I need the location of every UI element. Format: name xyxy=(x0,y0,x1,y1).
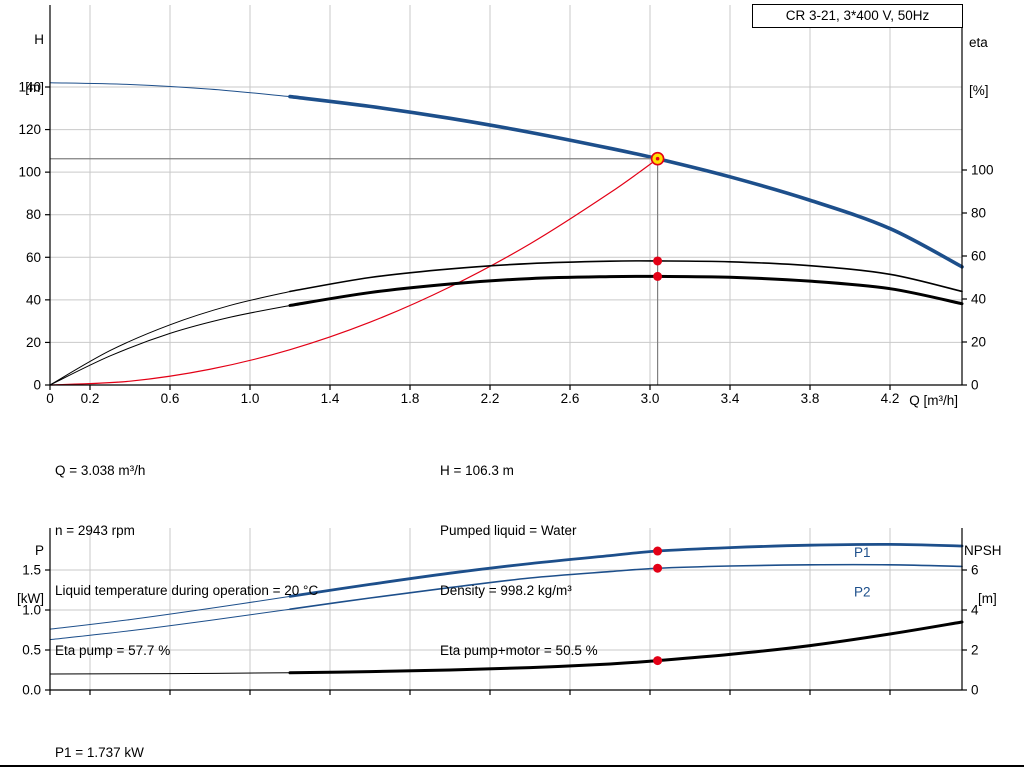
detail-eta-pump-motor: Eta pump+motor = 50.5 % xyxy=(440,643,598,658)
svg-text:1.0: 1.0 xyxy=(22,603,41,618)
svg-text:1.0: 1.0 xyxy=(241,391,260,406)
svg-text:1.5: 1.5 xyxy=(22,563,41,578)
top-left-axis-title: H [m] xyxy=(0,0,44,128)
top-right-axis-title: eta [%] xyxy=(969,3,989,131)
h-axis-label: H xyxy=(34,32,44,47)
bottom-left-axis-title: P [kW] xyxy=(0,511,44,639)
svg-text:20: 20 xyxy=(971,335,986,350)
pump-title-box: CR 3-21, 3*400 V, 50Hz xyxy=(752,4,963,28)
svg-text:0.5: 0.5 xyxy=(22,643,41,658)
svg-text:80: 80 xyxy=(971,206,986,221)
svg-text:40: 40 xyxy=(26,292,41,307)
svg-text:60: 60 xyxy=(26,250,41,265)
duty-details-right: H = 106.3 m Pumped liquid = Water Densit… xyxy=(440,421,598,701)
power-details: P1 = 1.737 kW P2 = 1.522 kW NPSH = 1.47 … xyxy=(55,703,149,781)
svg-text:4: 4 xyxy=(971,603,979,618)
svg-text:1.8: 1.8 xyxy=(401,391,420,406)
detail-head: H = 106.3 m xyxy=(440,463,514,478)
duty-details-left: Q = 3.038 m³/h n = 2943 rpm Liquid tempe… xyxy=(55,421,318,701)
svg-text:0: 0 xyxy=(971,378,979,393)
detail-p1: P1 = 1.737 kW xyxy=(55,745,144,760)
svg-text:20: 20 xyxy=(26,335,41,350)
npsh-axis-unit: [m] xyxy=(978,591,997,606)
detail-flow: Q = 3.038 m³/h xyxy=(55,463,146,478)
svg-text:2: 2 xyxy=(971,643,979,658)
svg-text:140: 140 xyxy=(18,80,41,95)
eta-axis-unit: [%] xyxy=(969,83,989,98)
svg-text:P1: P1 xyxy=(854,545,871,560)
svg-text:3.4: 3.4 xyxy=(721,391,740,406)
svg-text:1.4: 1.4 xyxy=(321,391,340,406)
detail-liquid-temperature: Liquid temperature during operation = 20… xyxy=(55,583,319,598)
svg-text:100: 100 xyxy=(971,163,994,178)
svg-text:0.2: 0.2 xyxy=(81,391,100,406)
svg-text:P2: P2 xyxy=(854,584,871,599)
svg-text:4.2: 4.2 xyxy=(881,391,900,406)
detail-pumped-liquid: Pumped liquid = Water xyxy=(440,523,577,538)
h-axis-unit: [m] xyxy=(25,80,44,95)
svg-text:0.6: 0.6 xyxy=(161,391,180,406)
svg-text:120: 120 xyxy=(18,122,41,137)
svg-text:0: 0 xyxy=(971,683,979,698)
svg-text:3.0: 3.0 xyxy=(641,391,660,406)
svg-text:3.8: 3.8 xyxy=(801,391,820,406)
footer-divider xyxy=(0,765,1024,767)
q-axis-label: Q [m³/h] xyxy=(909,393,958,408)
p-axis-label: P xyxy=(34,543,44,558)
svg-text:0.0: 0.0 xyxy=(22,683,41,698)
detail-speed: n = 2943 rpm xyxy=(55,523,135,538)
detail-density: Density = 998.2 kg/m³ xyxy=(440,583,572,598)
svg-text:2.6: 2.6 xyxy=(561,391,580,406)
svg-text:100: 100 xyxy=(18,165,41,180)
svg-text:0: 0 xyxy=(46,391,54,406)
eta-axis-label: eta xyxy=(969,35,988,50)
npsh-axis-label: NPSH xyxy=(964,543,1002,558)
svg-text:6: 6 xyxy=(971,563,979,578)
bottom-right-axis-title: NPSH [m] xyxy=(964,511,1002,639)
svg-text:60: 60 xyxy=(971,249,986,264)
p-axis-unit: [kW] xyxy=(17,591,44,606)
svg-text:0: 0 xyxy=(33,378,41,393)
svg-text:40: 40 xyxy=(971,292,986,307)
detail-eta-pump: Eta pump = 57.7 % xyxy=(55,643,171,658)
svg-text:2.2: 2.2 xyxy=(481,391,500,406)
svg-text:80: 80 xyxy=(26,207,41,222)
